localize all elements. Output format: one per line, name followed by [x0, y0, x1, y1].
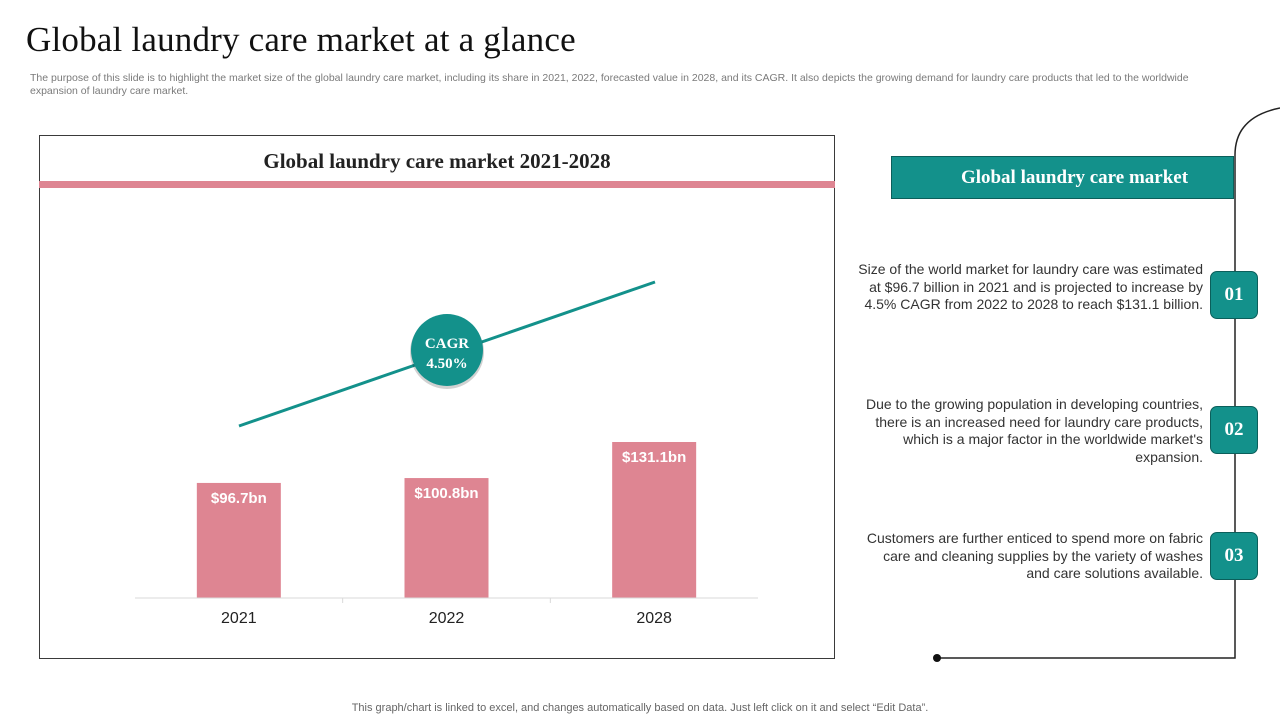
bar-value-label-2021: $96.7bn: [211, 490, 267, 507]
chart-frame[interactable]: [39, 135, 835, 659]
point-text-3: Customers are further enticed to spend m…: [866, 530, 1203, 581]
bar-2028[interactable]: [612, 442, 697, 598]
point-number-badge-1: 01: [1210, 271, 1258, 319]
point-text-1: Size of the world market for laundry car…: [858, 261, 1203, 312]
chart-title-divider: [39, 181, 835, 188]
chart-title: Global laundry care market 2021-2028: [263, 149, 610, 173]
bar-chart[interactable]: Global laundry care market 2021-2028 $96…: [39, 135, 835, 659]
slide-title: Global laundry care market at a glance: [26, 20, 576, 59]
slide-subtitle: The purpose of this slide is to highligh…: [30, 72, 1189, 97]
x-tick-label-2022: 2022: [429, 610, 465, 627]
cagr-badge: [411, 314, 483, 386]
bar-value-label-2028: $131.1bn: [622, 449, 686, 466]
cagr-label: CAGR: [425, 336, 469, 352]
panel-header: Global laundry care market: [891, 156, 1234, 199]
footnote: This graph/chart is linked to excel, and…: [351, 702, 929, 714]
cagr-value: 4.50%: [426, 356, 467, 372]
timeline-connector: [933, 107, 1280, 662]
bar-2021[interactable]: [196, 482, 281, 598]
point-number-badge-2: 02: [1210, 406, 1258, 454]
x-tick-label-2021: 2021: [221, 610, 257, 627]
bar-2022[interactable]: [404, 478, 489, 598]
bar-value-label-2022: $100.8bn: [414, 485, 478, 502]
point-text-2: Due to the growing population in develop…: [865, 396, 1203, 465]
x-tick-label-2028: 2028: [636, 610, 672, 627]
point-number-badge-3: 03: [1210, 532, 1258, 580]
